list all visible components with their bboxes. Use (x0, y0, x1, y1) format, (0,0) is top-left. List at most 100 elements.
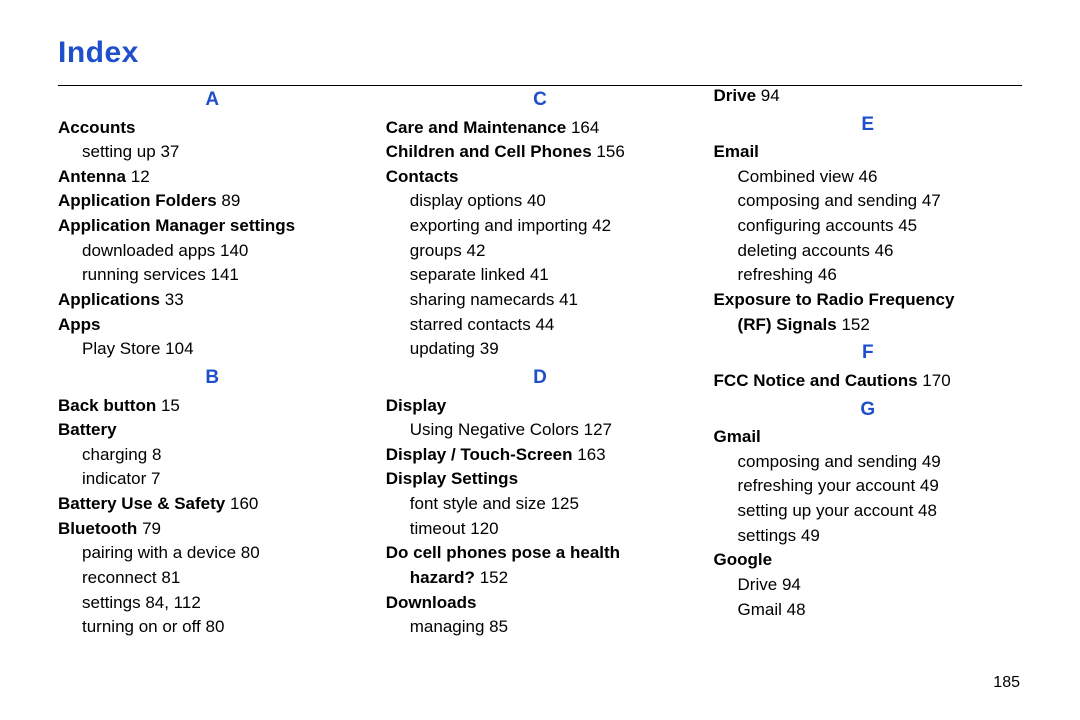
sub-page: 46 (859, 167, 878, 186)
sub-gmail-setup: setting up your account 48 (738, 499, 1022, 524)
sub-page: 84, 112 (145, 593, 200, 612)
sub-page: 49 (801, 526, 820, 545)
sub-downloaded-apps: downloaded apps 140 (82, 239, 366, 264)
sub-page: 42 (592, 216, 611, 235)
entry-rf-signals: Exposure to Radio Frequency (RF) Signals… (714, 288, 1022, 337)
sub-label: Gmail (738, 600, 782, 619)
sub-gmail-refresh: refreshing your account 49 (738, 474, 1022, 499)
sub-label: settings (738, 526, 797, 545)
entry-app-manager: Application Manager settings downloaded … (58, 214, 366, 288)
page-application-folders: 89 (221, 191, 240, 210)
sub-page: 48 (787, 600, 806, 619)
term-rf-l2: (RF) Signals (738, 315, 837, 334)
term-antenna: Antenna (58, 167, 126, 186)
entry-display-settings: Display Settings font style and size 125… (386, 467, 694, 541)
entry-care-maintenance: Care and Maintenance 164 (386, 116, 694, 141)
term-fcc: FCC Notice and Cautions (714, 371, 918, 390)
term-back-button: Back button (58, 396, 156, 415)
sub-page: 85 (489, 617, 508, 636)
sub-label: indicator (82, 469, 146, 488)
sub-deleting-accounts: deleting accounts 46 (738, 239, 1022, 264)
sub-label: Using Negative Colors (410, 420, 579, 439)
page-health-hazard: 152 (480, 568, 508, 587)
entry-application-folders: Application Folders 89 (58, 189, 366, 214)
sub-bt-reconnect: reconnect 81 (82, 566, 366, 591)
entry-applications: Applications 33 (58, 288, 366, 313)
sub-display-options: display options 40 (410, 189, 694, 214)
sub-label: Play Store (82, 339, 160, 358)
index-page: Index A Accounts setting up 37 Antenna 1… (0, 0, 1080, 720)
column-2: C Care and Maintenance 164 Children and … (386, 84, 694, 670)
term-application-folders: Application Folders (58, 191, 217, 210)
entry-email: Email Combined view 46 composing and sen… (714, 140, 1022, 288)
entry-back-button: Back button 15 (58, 394, 366, 419)
entry-fcc: FCC Notice and Cautions 170 (714, 369, 1022, 394)
term-rf-line2: (RF) Signals 152 (738, 313, 1022, 338)
term-display-settings: Display Settings (386, 467, 694, 492)
sub-label: setting up your account (738, 501, 914, 520)
section-letter-g: G (714, 396, 1022, 424)
sub-google-gmail: Gmail 48 (738, 598, 1022, 623)
sub-label: refreshing your account (738, 476, 916, 495)
term-health-hazard-line1: Do cell phones pose a health (386, 541, 694, 566)
sub-updating: updating 39 (410, 337, 694, 362)
entry-battery: Battery charging 8 indicator 7 (58, 418, 366, 492)
section-letter-d: D (386, 364, 694, 392)
sub-label: settings (82, 593, 141, 612)
sub-timeout: timeout 120 (410, 517, 694, 542)
sub-font-style: font style and size 125 (410, 492, 694, 517)
term-display-touchscreen: Display / Touch-Screen (386, 445, 573, 464)
sub-charging: charging 8 (82, 443, 366, 468)
page-drive: 94 (761, 86, 780, 105)
term-email: Email (714, 140, 1022, 165)
term-bluetooth-label: Bluetooth (58, 519, 137, 538)
page-battery-safety: 160 (230, 494, 258, 513)
sub-label: pairing with a device (82, 543, 236, 562)
sub-label: configuring accounts (738, 216, 894, 235)
term-health-hazard-l2: hazard? (410, 568, 475, 587)
sub-page: 44 (535, 315, 554, 334)
entry-bluetooth: Bluetooth 79 pairing with a device 80 re… (58, 517, 366, 640)
page-fcc: 170 (922, 371, 950, 390)
sub-page: 141 (211, 265, 239, 284)
sub-page: 46 (818, 265, 837, 284)
entry-drive-lone: Drive 94 (714, 84, 1022, 109)
sub-page: 45 (898, 216, 917, 235)
term-children: Children and Cell Phones (386, 142, 592, 161)
term-apps: Apps (58, 313, 366, 338)
sub-label: turning on or off (82, 617, 201, 636)
term-google: Google (714, 548, 1022, 573)
sub-label: sharing namecards (410, 290, 555, 309)
sub-label: Combined view (738, 167, 854, 186)
sub-bt-settings: settings 84, 112 (82, 591, 366, 616)
sub-label: separate linked (410, 265, 525, 284)
sub-label: Drive (738, 575, 778, 594)
sub-page: 42 (466, 241, 485, 260)
sub-label: composing and sending (738, 452, 918, 471)
term-app-manager: Application Manager settings (58, 214, 366, 239)
sub-page: 125 (551, 494, 579, 513)
sub-page: 80 (206, 617, 225, 636)
section-letter-e: E (714, 111, 1022, 139)
sub-export-import: exporting and importing 42 (410, 214, 694, 239)
entry-health-hazard: Do cell phones pose a health hazard? 152 (386, 541, 694, 590)
page-title: Index (58, 36, 139, 70)
term-downloads: Downloads (386, 591, 694, 616)
sub-play-store: Play Store 104 (82, 337, 366, 362)
entry-google: Google Drive 94 Gmail 48 (714, 548, 1022, 622)
term-drive: Drive (714, 86, 757, 105)
sub-label: setting up (82, 142, 156, 161)
sub-page: 46 (875, 241, 894, 260)
term-contacts: Contacts (386, 165, 694, 190)
term-rf-line1: Exposure to Radio Frequency (714, 288, 1022, 313)
section-letter-f: F (714, 339, 1022, 367)
page-applications: 33 (165, 290, 184, 309)
sub-page: 37 (160, 142, 179, 161)
sub-bt-pairing: pairing with a device 80 (82, 541, 366, 566)
sub-page: 39 (480, 339, 499, 358)
sub-label: groups (410, 241, 462, 260)
entry-display: Display Using Negative Colors 127 (386, 394, 694, 443)
page-number: 185 (993, 674, 1020, 692)
section-letter-b: B (58, 364, 366, 392)
sub-label: exporting and importing (410, 216, 588, 235)
